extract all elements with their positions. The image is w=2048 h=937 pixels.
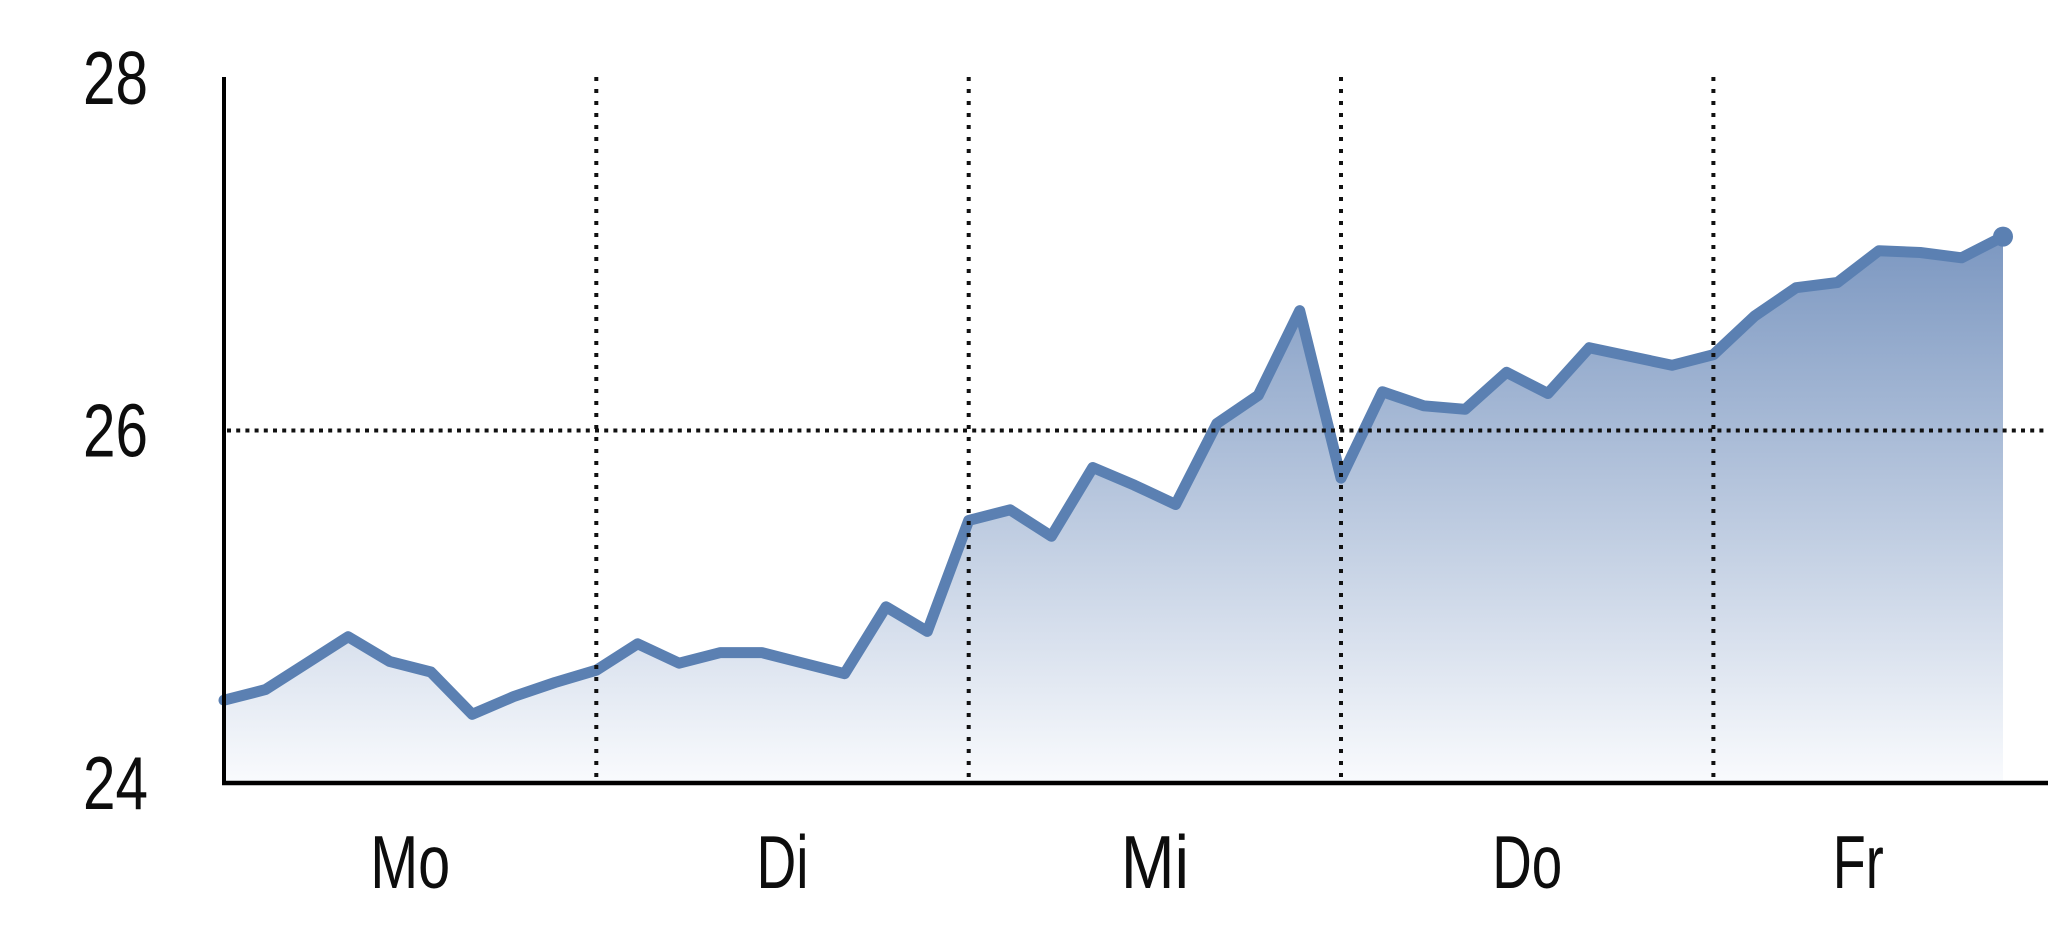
- price-line: [218, 231, 2009, 720]
- last-point-marker: [1993, 226, 2013, 247]
- x-day-label: Di: [757, 820, 809, 904]
- y-tick-label: 28: [83, 36, 148, 120]
- x-day-label: Do: [1492, 820, 1562, 904]
- price-area-fill: [224, 236, 2003, 782]
- x-day-label: Mo: [370, 820, 450, 904]
- y-tick-label: 24: [83, 741, 148, 825]
- y-tick-label: 26: [83, 389, 148, 473]
- x-day-label: Mi: [1121, 820, 1189, 904]
- x-day-label: Fr: [1833, 820, 1884, 904]
